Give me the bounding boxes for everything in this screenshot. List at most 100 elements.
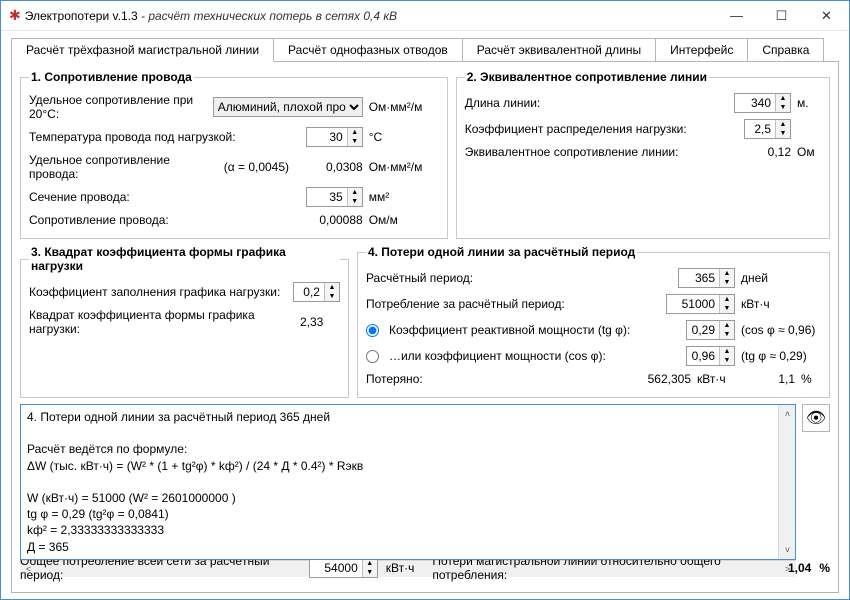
tg-spinner[interactable]: ▲▼ [686,320,735,340]
total-cons-up[interactable]: ▲ [363,559,377,568]
row-cons: Потребление за расчётный период: ▲▼ кВт·… [366,291,821,317]
r-value: 0,00088 [305,213,363,227]
period-down[interactable]: ▼ [720,278,734,287]
kdn-spinner[interactable]: ▲▼ [744,119,791,139]
tg-down[interactable]: ▼ [720,330,734,339]
r-label: Сопротивление провода: [29,213,299,227]
scroll-down-icon[interactable]: ˅ [779,542,796,559]
lost-v1: 562,305 [631,372,691,386]
section-2-equivalent-resistance: 2. Эквивалентное сопротивление линии Дли… [456,70,830,239]
period-up[interactable]: ▲ [720,269,734,278]
tab-content: 1. Сопротивление провода Удельное сопрот… [11,61,839,593]
lost-u1: кВт·ч [697,372,739,386]
kf2-value: 2,33 [300,315,340,329]
tab-main-line[interactable]: Расчёт трёхфазной магистральной линии [11,38,274,62]
total-cons-spinner[interactable]: ▲▼ [309,558,378,578]
tab-help[interactable]: Справка [747,38,824,62]
row-kz: Коэффициент заполнения графика нагрузки:… [29,279,340,305]
eye-icon: 👁 [806,408,826,428]
lost-label: Потеряно: [366,372,625,386]
section-4-legend: 4. Потери одной линии за расчётный перио… [366,245,637,259]
temp-down[interactable]: ▼ [348,137,362,146]
rho-label: Удельное сопротивление провода: [29,153,218,181]
len-spinner[interactable]: ▲▼ [734,93,791,113]
tg-input[interactable] [687,322,719,338]
kdn-down[interactable]: ▼ [776,129,790,138]
row-r: Сопротивление провода: 0,00088 Ом/м [29,210,439,230]
tab-interface[interactable]: Интерфейс [655,38,748,62]
rho20-label: Удельное сопротивление при 20°С: [29,93,207,121]
minimize-button[interactable]: — [714,1,759,30]
len-down[interactable]: ▼ [776,103,790,112]
temp-up[interactable]: ▲ [348,128,362,137]
cos-spinner[interactable]: ▲▼ [686,346,735,366]
main-window: ✱ Электропотери v.1.3 - расчёт техническ… [0,0,850,600]
app-title: Электропотери v.1.3 - расчёт технических… [25,9,397,23]
period-label: Расчётный период: [366,271,672,285]
area-down[interactable]: ▼ [348,197,362,206]
tab-single-phase[interactable]: Расчёт однофазных отводов [273,38,463,62]
row-cos: …или коэффициент мощности (cos φ): ▲▼ (t… [366,343,821,369]
rho20-select[interactable]: Алюминий, плохой прово [213,97,363,117]
formula-area: 4. Потери одной линии за расчётный перио… [20,404,830,546]
cons-down[interactable]: ▼ [720,304,734,313]
period-spinner[interactable]: ▲▼ [678,268,735,288]
radio-cos[interactable] [366,350,379,363]
kdn-input[interactable] [745,121,775,137]
row-kf2: Квадрат коэффициента формы графика нагру… [29,305,340,339]
lost-v2: 1,1 [745,372,795,386]
kz-spinner[interactable]: ▲▼ [293,282,340,302]
radio-tg[interactable] [366,324,379,337]
lost-u2: % [801,372,821,386]
kz-up[interactable]: ▲ [325,283,339,292]
app-icon: ✱ [9,7,21,24]
kdn-label: Коэффициент распределения нагрузки: [465,122,738,136]
formula-text[interactable]: 4. Потери одной линии за расчётный перио… [21,405,778,559]
cos-label: …или коэффициент мощности (cos φ): [389,349,680,363]
row-tg: Коэффициент реактивной мощности (tg φ): … [366,317,821,343]
area-unit: мм² [369,190,439,204]
tg-up[interactable]: ▲ [720,321,734,330]
tg-note: (cos φ ≈ 0,96) [741,323,821,337]
maximize-button[interactable]: ☐ [759,1,804,30]
total-cons-input[interactable] [310,560,362,576]
row-lost: Потеряно: 562,305 кВт·ч 1,1 % [366,369,821,389]
close-button[interactable]: ✕ [804,1,849,30]
total-cons-unit: кВт·ч [386,561,415,575]
rho-unit: Ом·мм²/м [369,160,439,174]
app-subtitle: - расчёт технических потерь в сетях 0,4 … [141,9,397,23]
len-input[interactable] [735,95,775,111]
cos-note: (tg φ ≈ 0,29) [741,349,821,363]
cons-input[interactable] [667,296,719,312]
len-unit: м. [797,96,821,110]
period-input[interactable] [679,270,719,286]
area-up[interactable]: ▲ [348,188,362,197]
row-rekv: Эквивалентное сопротивление линии: 0,12 … [465,142,821,162]
formula-vscroll[interactable]: ˄ ˅ [778,405,795,559]
row-area: Сечение провода: ▲▼ мм² [29,184,439,210]
area-spinner[interactable]: ▲▼ [306,187,363,207]
kz-down[interactable]: ▼ [325,292,339,301]
len-up[interactable]: ▲ [776,94,790,103]
eye-button[interactable]: 👁 [802,404,830,432]
cos-down[interactable]: ▼ [720,356,734,365]
area-label: Сечение провода: [29,190,300,204]
temp-label: Температура провода под нагрузкой: [29,130,300,144]
cos-up[interactable]: ▲ [720,347,734,356]
kdn-up[interactable]: ▲ [776,120,790,129]
area-input[interactable] [307,189,347,205]
cons-up[interactable]: ▲ [720,295,734,304]
section-3-legend: 3. Квадрат коэффициента формы графика на… [29,245,340,273]
temp-input[interactable] [307,129,347,145]
temp-spinner[interactable]: ▲▼ [306,127,363,147]
cos-input[interactable] [687,348,719,364]
tab-equivalent-length[interactable]: Расчёт эквивалентной длины [462,38,656,62]
kz-input[interactable] [294,284,324,300]
scroll-up-icon[interactable]: ˄ [779,405,796,422]
row-kdn: Коэффициент распределения нагрузки: ▲▼ [465,116,821,142]
cons-spinner[interactable]: ▲▼ [666,294,735,314]
titlebar: ✱ Электропотери v.1.3 - расчёт техническ… [1,1,849,31]
section-3-load-form: 3. Квадрат коэффициента формы графика на… [20,245,349,398]
kz-label: Коэффициент заполнения графика нагрузки: [29,285,287,299]
total-cons-down[interactable]: ▼ [363,568,377,577]
